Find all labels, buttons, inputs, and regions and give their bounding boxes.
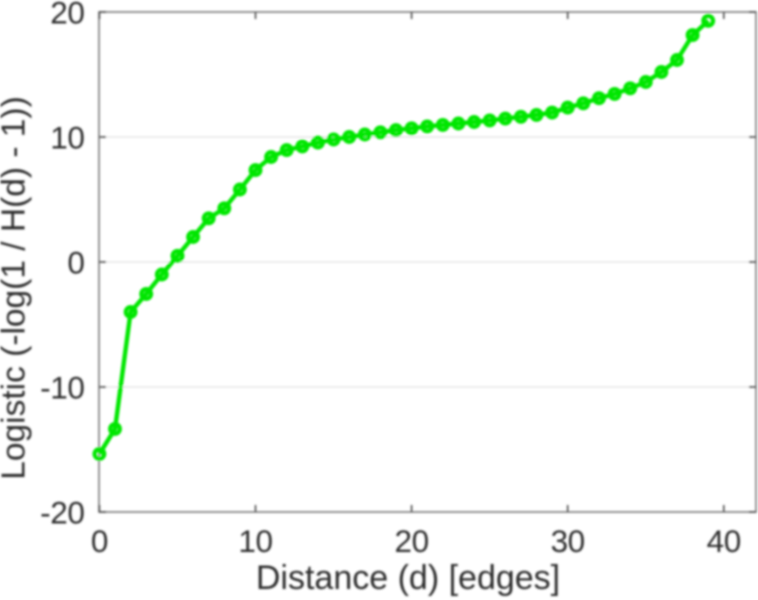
svg-text:10: 10 [238,523,272,559]
svg-text:20: 20 [50,0,84,31]
svg-text:Logistic (-log(1 / H(d) - 1)): Logistic (-log(1 / H(d) - 1)) [0,96,33,479]
svg-text:30: 30 [551,523,585,559]
svg-text:Distance (d) [edges]: Distance (d) [edges] [256,559,560,597]
svg-text:40: 40 [707,523,741,559]
svg-text:10: 10 [50,120,84,156]
svg-text:-10: -10 [40,370,84,406]
svg-text:20: 20 [394,523,428,559]
svg-text:-20: -20 [40,495,84,531]
svg-text:0: 0 [91,523,108,559]
svg-text:0: 0 [67,245,84,281]
